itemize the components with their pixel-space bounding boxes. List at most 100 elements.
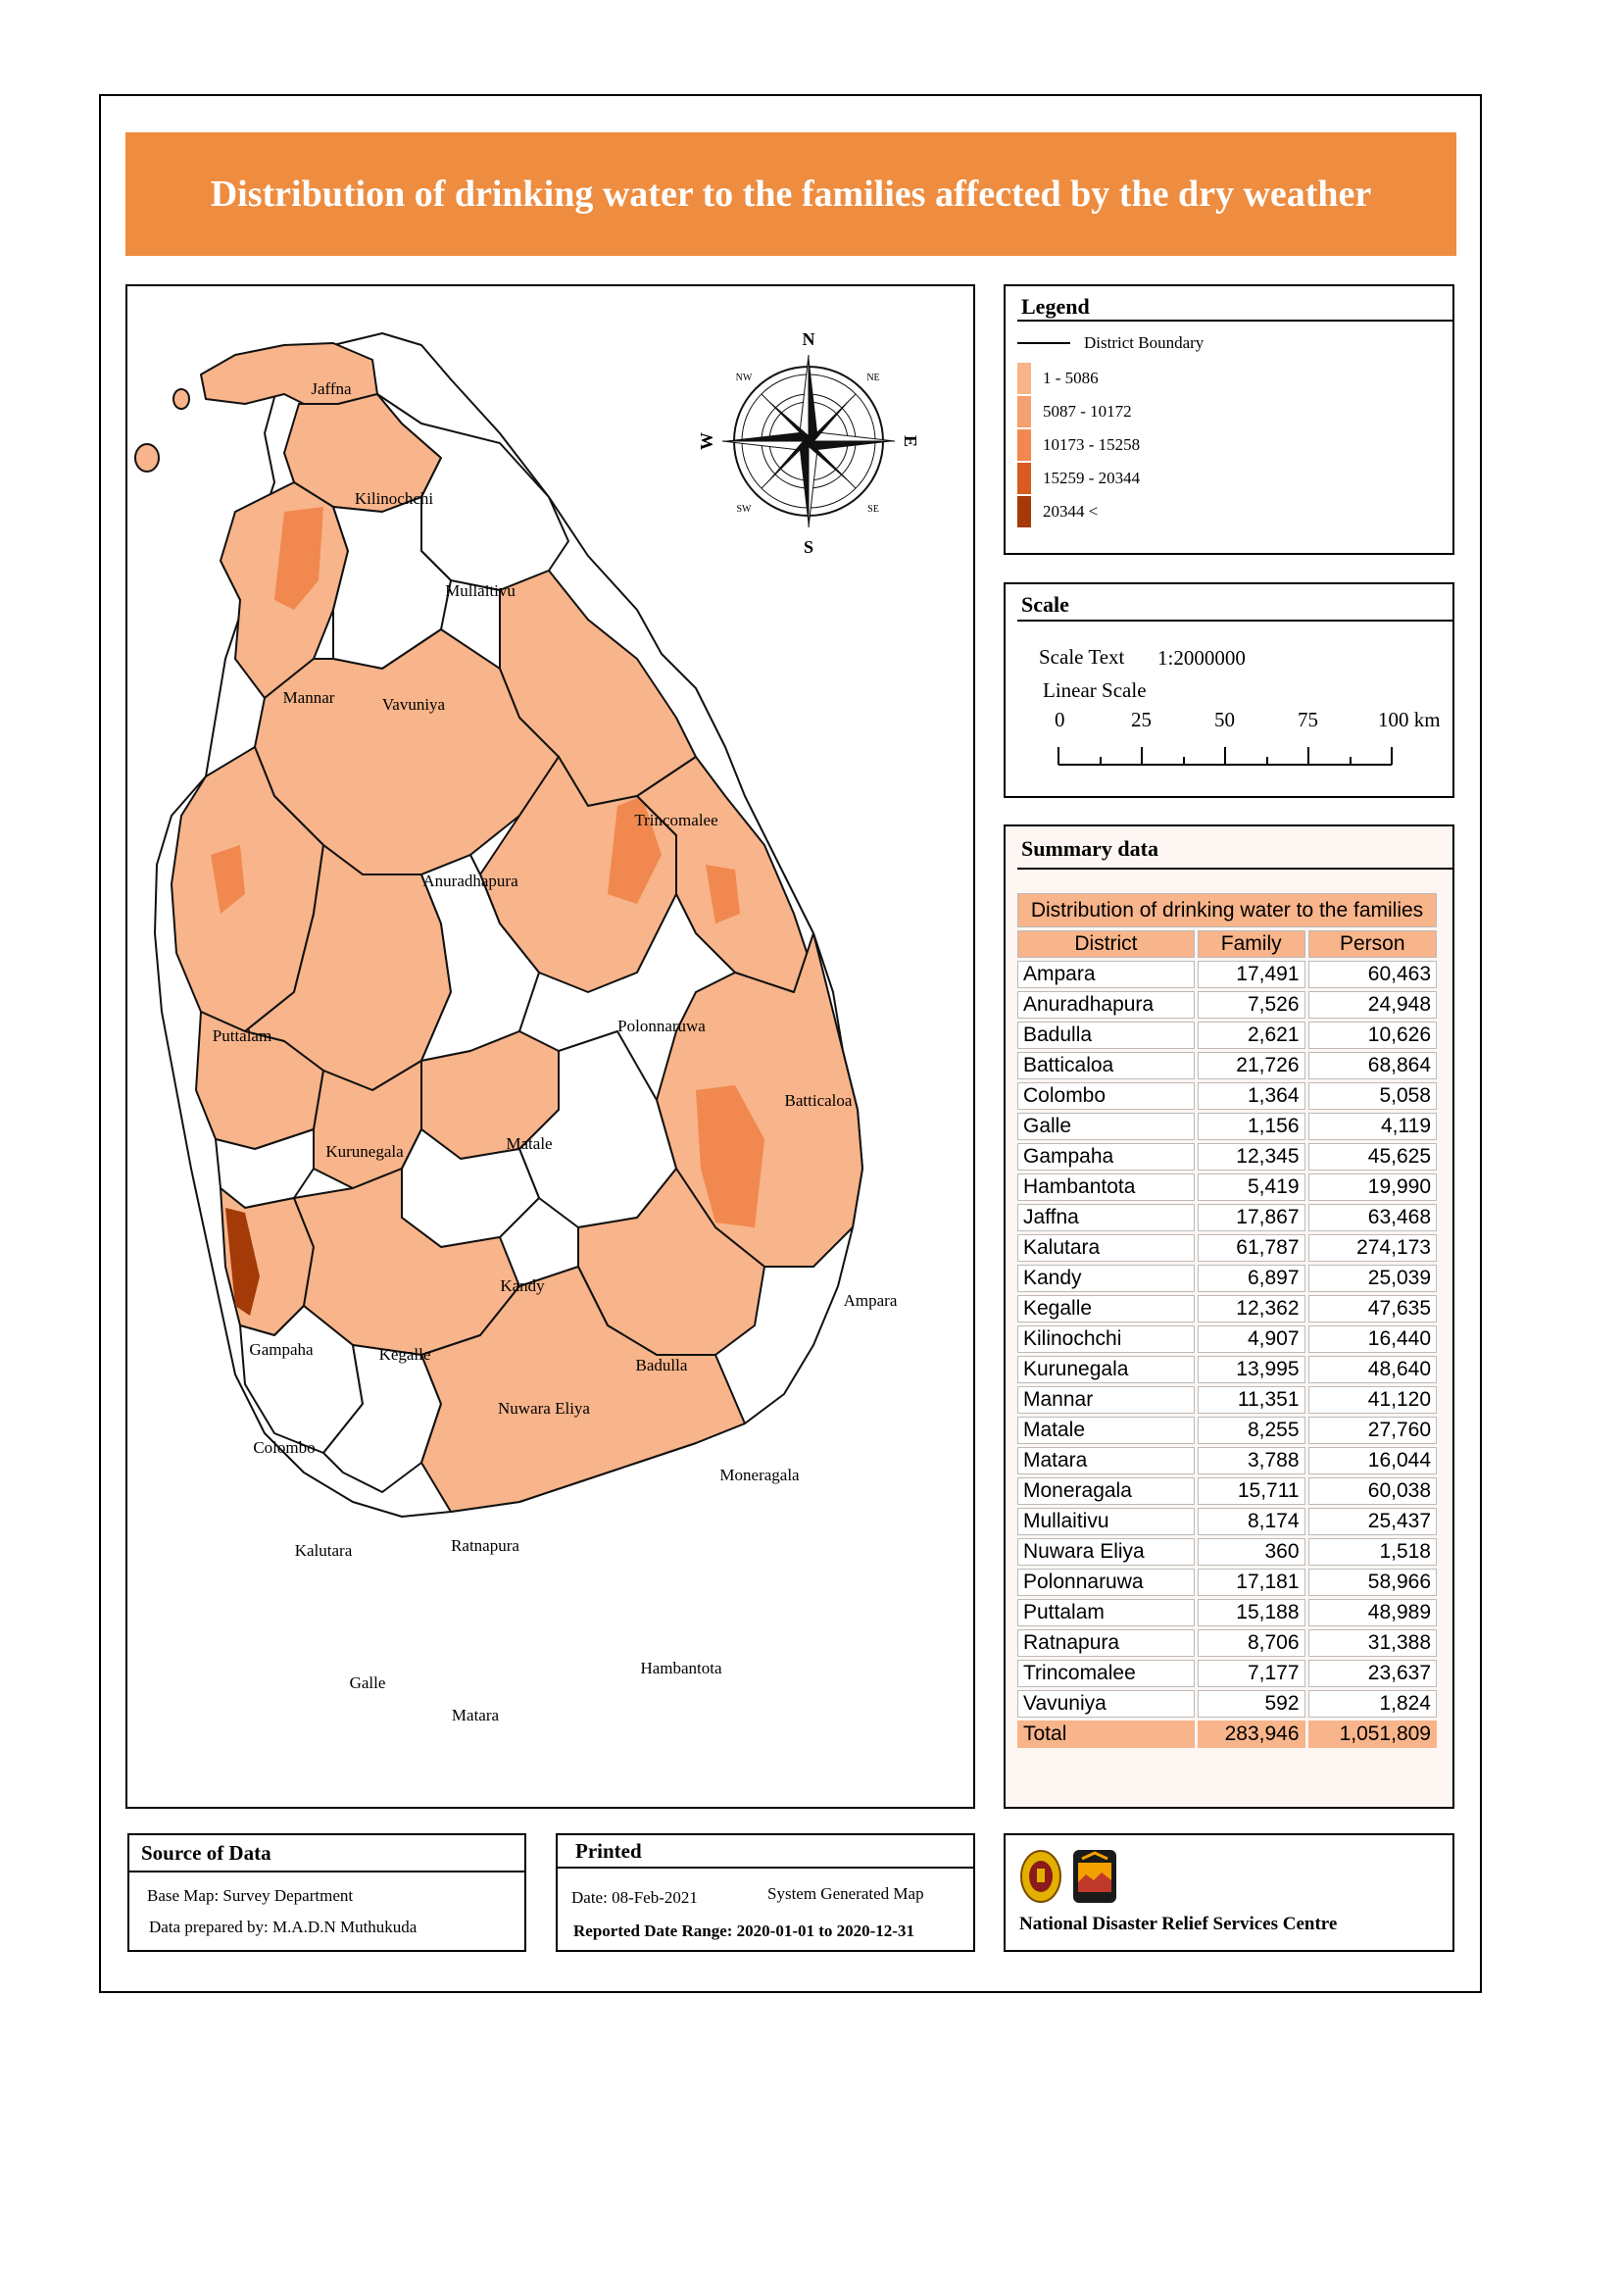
label-moneragala: Moneragala [719,1466,800,1484]
scale-bar [1057,747,1393,766]
map-panel: Jaffna Kilinochchi Mullaitivu Mannar Vav… [125,284,975,1809]
summary-panel: Summary data Distribution of drinking wa… [1004,824,1454,1809]
source-title: Source of Data [141,1841,271,1865]
mannar-highlight [274,507,323,610]
family-cell: 6,897 [1197,1265,1305,1293]
label-jaffna: Jaffna [311,379,352,398]
family-cell: 11,351 [1197,1386,1305,1415]
legend-swatch-1 [1017,363,1031,394]
total-label: Total [1017,1721,1195,1749]
source-panel: Source of Data Base Map: Survey Departme… [127,1833,526,1952]
family-cell: 1,364 [1197,1082,1305,1111]
summary-rule [1017,868,1452,870]
legend-boundary-label: District Boundary [1084,333,1205,352]
map-frame [99,94,1482,1993]
organization-panel: National Disaster Relief Services Centre [1004,1833,1454,1952]
legend-panel: Legend District Boundary 1 - 5086 5087 -… [1004,284,1454,555]
table-row: Badulla 2,621 10,626 [1017,1022,1437,1050]
district-cell: Colombo [1017,1082,1195,1111]
legend-class-3: 10173 - 15258 [1017,429,1140,461]
district-cell: Jaffna [1017,1204,1195,1232]
table-row: Mannar 11,351 41,120 [1017,1386,1437,1415]
summary-table: Distribution of drinking water to the fa… [1014,890,1440,1751]
district-cell: Batticaloa [1017,1052,1195,1080]
legend-class-2: 5087 - 10172 [1017,396,1132,427]
district-hambantota [420,1266,746,1513]
legend-class-1: 1 - 5086 [1017,363,1099,394]
district-cell: Nuwara Eliya [1017,1538,1195,1567]
scale-rule [1017,620,1452,622]
label-colombo: Colombo [253,1438,315,1457]
district-cell: Ratnapura [1017,1629,1195,1658]
table-title: Distribution of drinking water to the fa… [1017,893,1437,928]
person-cell: 1,824 [1307,1690,1437,1719]
family-cell: 17,181 [1197,1569,1305,1597]
summary-title: Summary data [1021,836,1158,861]
person-cell: 58,966 [1307,1569,1437,1597]
label-nuwara-eliya: Nuwara Eliya [498,1399,590,1418]
person-cell: 16,440 [1307,1325,1437,1354]
legend-class-4: 15259 - 20344 [1017,463,1140,494]
family-cell: 592 [1197,1690,1305,1719]
family-cell: 8,255 [1197,1417,1305,1445]
person-cell: 5,058 [1307,1082,1437,1111]
legend-class-label: 15259 - 20344 [1043,469,1141,487]
label-puttalam: Puttalam [213,1026,271,1045]
polonnaruwa-highlight [608,796,662,904]
district-cell: Hambantota [1017,1173,1195,1202]
table-row: Matale 8,255 27,760 [1017,1417,1437,1445]
family-cell: 4,907 [1197,1325,1305,1354]
family-cell: 17,491 [1197,961,1305,989]
person-cell: 41,120 [1307,1386,1437,1415]
person-cell: 16,044 [1307,1447,1437,1475]
table-row: Matara 3,788 16,044 [1017,1447,1437,1475]
district-cell: Matale [1017,1417,1195,1445]
family-cell: 17,867 [1197,1204,1305,1232]
district-cell: Moneragala [1017,1477,1195,1506]
family-cell: 15,711 [1197,1477,1305,1506]
label-polonnaruwa: Polonnaruwa [617,1017,706,1035]
scale-text-label: Scale Text [1039,645,1125,669]
compass-e: E [901,435,920,447]
scale-tick-50: 50 [1214,708,1235,731]
family-cell: 7,177 [1197,1660,1305,1688]
printed-date: Date: 08-Feb-2021 [571,1888,698,1907]
person-cell: 60,038 [1307,1477,1437,1506]
family-cell: 13,995 [1197,1356,1305,1384]
label-ratnapura: Ratnapura [451,1536,519,1555]
kalutara-highlight [225,1208,260,1316]
printed-rule [558,1867,973,1869]
legend-class-label: 20344 < [1043,502,1099,521]
total-row: Total 283,946 1,051,809 [1017,1721,1437,1749]
district-cell: Kurunegala [1017,1356,1195,1384]
family-cell: 12,362 [1197,1295,1305,1323]
district-cell: Kandy [1017,1265,1195,1293]
district-cell: Mullaitivu [1017,1508,1195,1536]
label-anuradhapura: Anuradhapura [422,872,518,890]
puttalam-highlight [211,845,245,914]
government-emblem-logo [1020,1850,1061,1903]
label-kurunegala: Kurunegala [325,1142,404,1161]
table-row: Kurunegala 13,995 48,640 [1017,1356,1437,1384]
family-cell: 7,526 [1197,991,1305,1020]
family-cell: 5,419 [1197,1173,1305,1202]
table-row: Ratnapura 8,706 31,388 [1017,1629,1437,1658]
col-person: Person [1307,930,1437,959]
district-cell: Kegalle [1017,1295,1195,1323]
compass-nw: NW [736,373,753,383]
person-cell: 45,625 [1307,1143,1437,1172]
district-cell: Ampara [1017,961,1195,989]
person-cell: 24,948 [1307,991,1437,1020]
label-kilinochchi: Kilinochchi [355,489,434,508]
label-kalutara: Kalutara [295,1541,353,1560]
boundary-line-swatch [1017,342,1070,344]
person-cell: 25,039 [1307,1265,1437,1293]
source-prepared-by: Data prepared by: M.A.D.N Muthukuda [149,1918,418,1936]
sri-lanka-map: Jaffna Kilinochchi Mullaitivu Mannar Vav… [134,329,920,1724]
table-row: Mullaitivu 8,174 25,437 [1017,1508,1437,1536]
label-hambantota: Hambantota [640,1659,722,1677]
family-cell: 360 [1197,1538,1305,1567]
col-district: District [1017,930,1195,959]
label-matale: Matale [506,1134,552,1153]
map-title: Distribution of drinking water to the fa… [125,132,1456,256]
